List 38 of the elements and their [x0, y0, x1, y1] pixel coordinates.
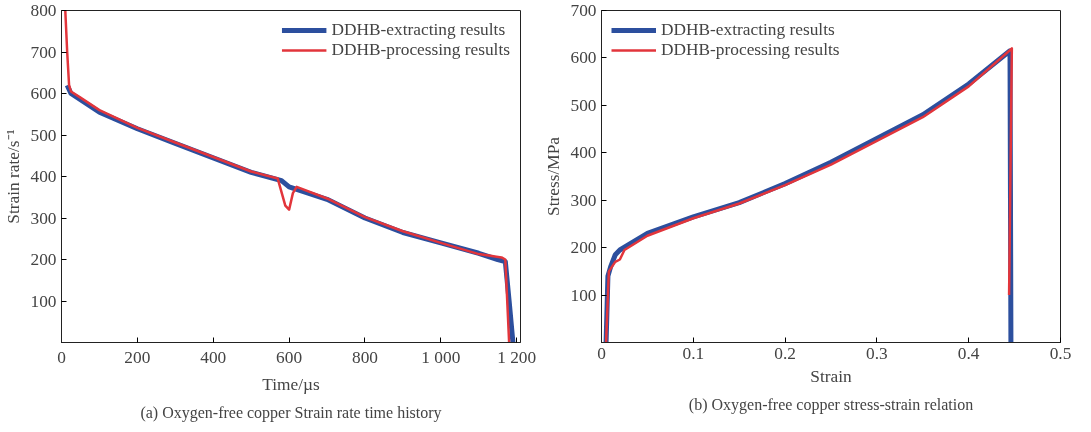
y-tick-label: 200: [570, 238, 597, 258]
x-axis-title: Time/µs: [262, 374, 321, 394]
y-tick-label: 800: [30, 1, 57, 20]
y-tick-label: 400: [570, 143, 597, 163]
y-tick-label: 400: [30, 167, 57, 186]
x-tick-label: 200: [124, 347, 151, 367]
x-tick-label: 600: [276, 347, 303, 367]
y-tick-label: 600: [30, 84, 57, 103]
y-tick-label: 500: [30, 125, 57, 145]
y-tick-label: 100: [30, 291, 57, 311]
legend-label: DDHB-extracting results: [661, 20, 835, 40]
y-tick-label: 300: [570, 190, 597, 210]
text: (b) Oxygen-free copper stress-strain relation: [688, 395, 974, 414]
legend-label: DDHB-processing results: [661, 40, 840, 60]
y-tick-label: 300: [30, 208, 57, 228]
legend-label: DDHB-extracting results: [331, 20, 506, 40]
x-tick-label: 0.5: [1049, 343, 1072, 363]
x-tick-label: 0.4: [957, 343, 980, 363]
y-axis-title: Stress/MPa: [543, 136, 563, 216]
y-tick-label: 700: [30, 42, 57, 62]
y-tick-label: 500: [570, 95, 597, 115]
x-tick-label: 0: [597, 343, 606, 363]
y-tick-label: 600: [570, 48, 597, 68]
legend-label: DDHB-processing results: [331, 40, 510, 60]
text: (a) Oxygen-free copper Strain rate time history: [140, 403, 442, 422]
x-tick-label: 0.3: [866, 343, 888, 363]
x-tick-label: 1 200: [497, 347, 537, 367]
x-tick-label: 1 000: [421, 347, 461, 367]
x-tick-label: 800: [351, 347, 378, 367]
x-axis-title: Strain: [810, 366, 853, 386]
y-tick-label: 200: [30, 250, 57, 269]
y-tick-label: 700: [570, 1, 597, 20]
x-tick-label: 0: [57, 347, 66, 367]
y-axis-title: Strain rate/s⁻¹: [3, 129, 23, 224]
y-tick-label: 100: [570, 285, 597, 305]
x-tick-label: 0.1: [682, 343, 705, 363]
x-tick-label: 0.2: [774, 343, 796, 363]
x-tick-label: 400: [200, 347, 227, 367]
